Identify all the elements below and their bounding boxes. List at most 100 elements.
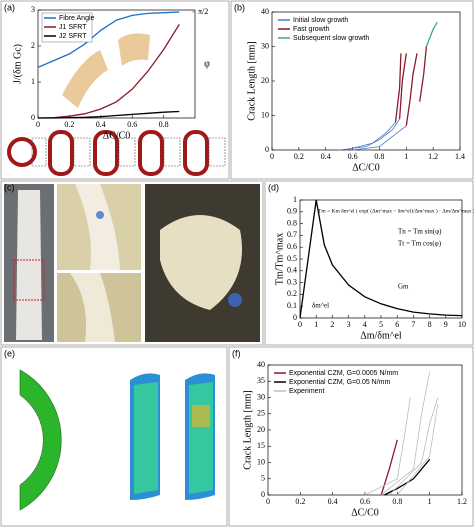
y-tick-label: 0.2 (287, 289, 297, 298)
y2-tick-label: π/2 (198, 7, 208, 16)
y-tick-label: 20 (257, 425, 265, 434)
data-line (339, 118, 400, 151)
x-tick-label: 0.4 (321, 152, 331, 161)
annotation: Tt = Tm cos(φ) (398, 240, 442, 248)
y-tick-label: 0 (265, 145, 269, 154)
y-tick-label: 35 (257, 376, 265, 385)
x-tick-label: 0.8 (374, 152, 384, 161)
y-tick-label: 0 (293, 313, 297, 322)
y-tick-label: 40 (261, 7, 269, 16)
data-line (38, 110, 180, 119)
legend-label: Subsequent slow growth (293, 35, 369, 42)
x-tick-label: 2 (330, 320, 334, 329)
y-tick-label: 0.5 (287, 254, 297, 263)
x-tick-label: 3 (347, 320, 351, 329)
panel-label: (e) (4, 348, 15, 358)
plot-frame (299, 199, 463, 319)
y-tick-label: 0.4 (287, 266, 297, 275)
y-tick-label: 30 (261, 41, 269, 50)
y-tick-label: 20 (261, 76, 269, 85)
data-line (380, 371, 431, 496)
x-tick-label: 0.2 (295, 497, 305, 506)
x-tick-label: 6 (395, 320, 399, 329)
y-tick-label: 0 (261, 490, 265, 499)
legend-label: Fast growth (293, 26, 330, 33)
y2-axis-label: φ (204, 58, 210, 69)
data-line (380, 439, 398, 496)
data-line (396, 403, 439, 496)
y-tick-label: 0.9 (287, 207, 297, 216)
data-line (345, 122, 396, 151)
y-tick-label: 0 (31, 113, 35, 122)
x-tick-label: 0 (298, 320, 302, 329)
panel-label: (b) (234, 2, 245, 12)
data-line (425, 21, 438, 47)
x-tick-label: 0.2 (64, 120, 74, 129)
y-tick-label: 0.3 (287, 277, 297, 286)
x-tick-label: 0.8 (392, 497, 402, 506)
legend-label: Exponential CZM, G=0.0005 N/mm (289, 370, 398, 377)
y-tick-label: 30 (257, 392, 265, 401)
plot-frame (37, 9, 196, 119)
data-line (398, 53, 407, 120)
x-tick-label: 7 (411, 320, 415, 329)
data-line (394, 53, 402, 123)
x-tick-label: 5 (379, 320, 383, 329)
x-tick-label: 1.2 (457, 497, 467, 506)
y-tick-label: 15 (257, 441, 265, 450)
x-tick-label: 0.2 (294, 152, 304, 161)
x-axis-label: ΔC/C0 (351, 507, 379, 518)
data-line (352, 125, 407, 151)
annotation: Tn = Tm sin(φ) (398, 228, 442, 236)
x-tick-label: 4 (363, 320, 367, 329)
y-tick-label: 0.6 (287, 242, 297, 251)
panel-label: (c) (4, 182, 15, 192)
data-line (364, 397, 411, 496)
y-tick-label: 5 (261, 474, 265, 483)
x-tick-label: 8 (428, 320, 432, 329)
data-line (37, 11, 180, 68)
legend-label: Exponential CZM, G=0.05 N/mm (289, 379, 391, 386)
x-tick-label: 0.6 (360, 497, 370, 506)
panel-e-model (19, 369, 215, 511)
data-line (384, 458, 431, 496)
y-axis-label: J/(δm Gc) (12, 44, 23, 84)
x-tick-label: 0 (36, 120, 40, 129)
annotation: Gm (398, 283, 409, 291)
data-line (389, 397, 439, 496)
x-tick-label: 0 (266, 497, 270, 506)
x-tick-label: 0.4 (328, 497, 338, 506)
legend-label: Initial slow growth (293, 17, 348, 24)
y-tick-label: 1 (293, 195, 297, 204)
panel-label: (a) (4, 2, 15, 12)
x-axis-label: ΔC/C0 (103, 130, 131, 141)
x-tick-label: 1 (428, 497, 432, 506)
data-line (405, 53, 418, 126)
x-tick-label: 10 (458, 320, 466, 329)
y-axis-label: Crack Length [mm] (246, 41, 257, 120)
x-tick-label: 1.2 (428, 152, 438, 161)
x-tick-label: 1 (404, 152, 408, 161)
panel-a-sketches (7, 33, 226, 176)
x-axis-label: ΔC/C0 (352, 162, 380, 173)
y-tick-label: 10 (261, 110, 269, 119)
x-tick-label: 0.6 (348, 152, 358, 161)
x-tick-label: 0.8 (159, 120, 169, 129)
data-line (37, 24, 180, 119)
data-line (299, 199, 463, 319)
data-line (419, 46, 428, 102)
x-tick-label: 0 (270, 152, 274, 161)
y-tick-label: 3 (31, 5, 35, 14)
y-tick-label: 1 (31, 77, 35, 86)
y-tick-label: 40 (257, 360, 265, 369)
x-tick-label: 0.4 (96, 120, 106, 129)
y-tick-label: 0.7 (287, 230, 297, 239)
legend-label: J1 SFRT (59, 24, 87, 31)
annotation: δm^el (312, 302, 329, 310)
x-tick-label: 1.4 (455, 152, 465, 161)
y-tick-label: 25 (257, 409, 265, 418)
y-axis-label: Crack Length [mm] (242, 390, 253, 469)
x-tick-label: 1 (314, 320, 318, 329)
